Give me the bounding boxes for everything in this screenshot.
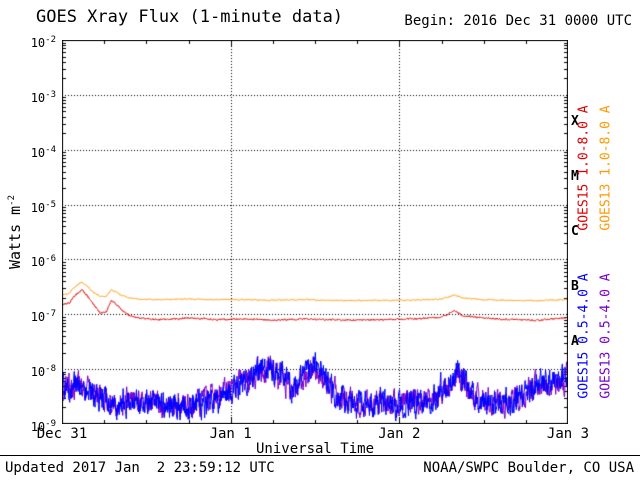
y-tick-label: 10-9 (30, 419, 56, 434)
x-axis-title: Universal Time (255, 441, 375, 457)
y-tick-label: 10-4 (30, 144, 56, 160)
begin-time-label: Begin: 2016 Dec 31 0000 UTC (404, 13, 632, 29)
source-credit: NOAA/SWPC Boulder, CO USA (423, 460, 634, 476)
x-tick-label: Jan 3 (546, 426, 590, 442)
legend-label: GOES13 0.5-4.0 A (598, 273, 614, 399)
page-title: GOES Xray Flux (1-minute data) (36, 7, 344, 27)
y-tick-label: 10-2 (30, 35, 56, 50)
x-tick-label: Jan 2 (378, 426, 421, 442)
flare-class-M: M (571, 169, 579, 185)
y-tick-label: 10-7 (30, 309, 56, 325)
flare-class-B: B (571, 278, 579, 294)
legend-label: GOES15 1.0-8.0 A (576, 105, 592, 231)
y-tick-label: 10-8 (30, 364, 56, 380)
x-tick-label: Jan 1 (209, 426, 252, 442)
x-tick-label: Dec 31 (36, 426, 88, 442)
footer-divider (0, 455, 640, 456)
updated-timestamp: Updated 2017 Jan 2 23:59:12 UTC (5, 460, 275, 476)
xray-flux-plot (62, 40, 568, 424)
y-tick-label: 10-5 (30, 199, 56, 215)
y-tick-label: 10-3 (30, 89, 56, 105)
legend-label: GOES15 0.5-4.0 A (576, 273, 592, 399)
flare-class-A: A (571, 333, 579, 349)
flare-class-C: C (571, 224, 579, 239)
y-tick-label: 10-6 (30, 254, 56, 270)
flare-class-X: X (571, 114, 579, 130)
legend-label: GOES13 1.0-8.0 A (598, 105, 614, 231)
